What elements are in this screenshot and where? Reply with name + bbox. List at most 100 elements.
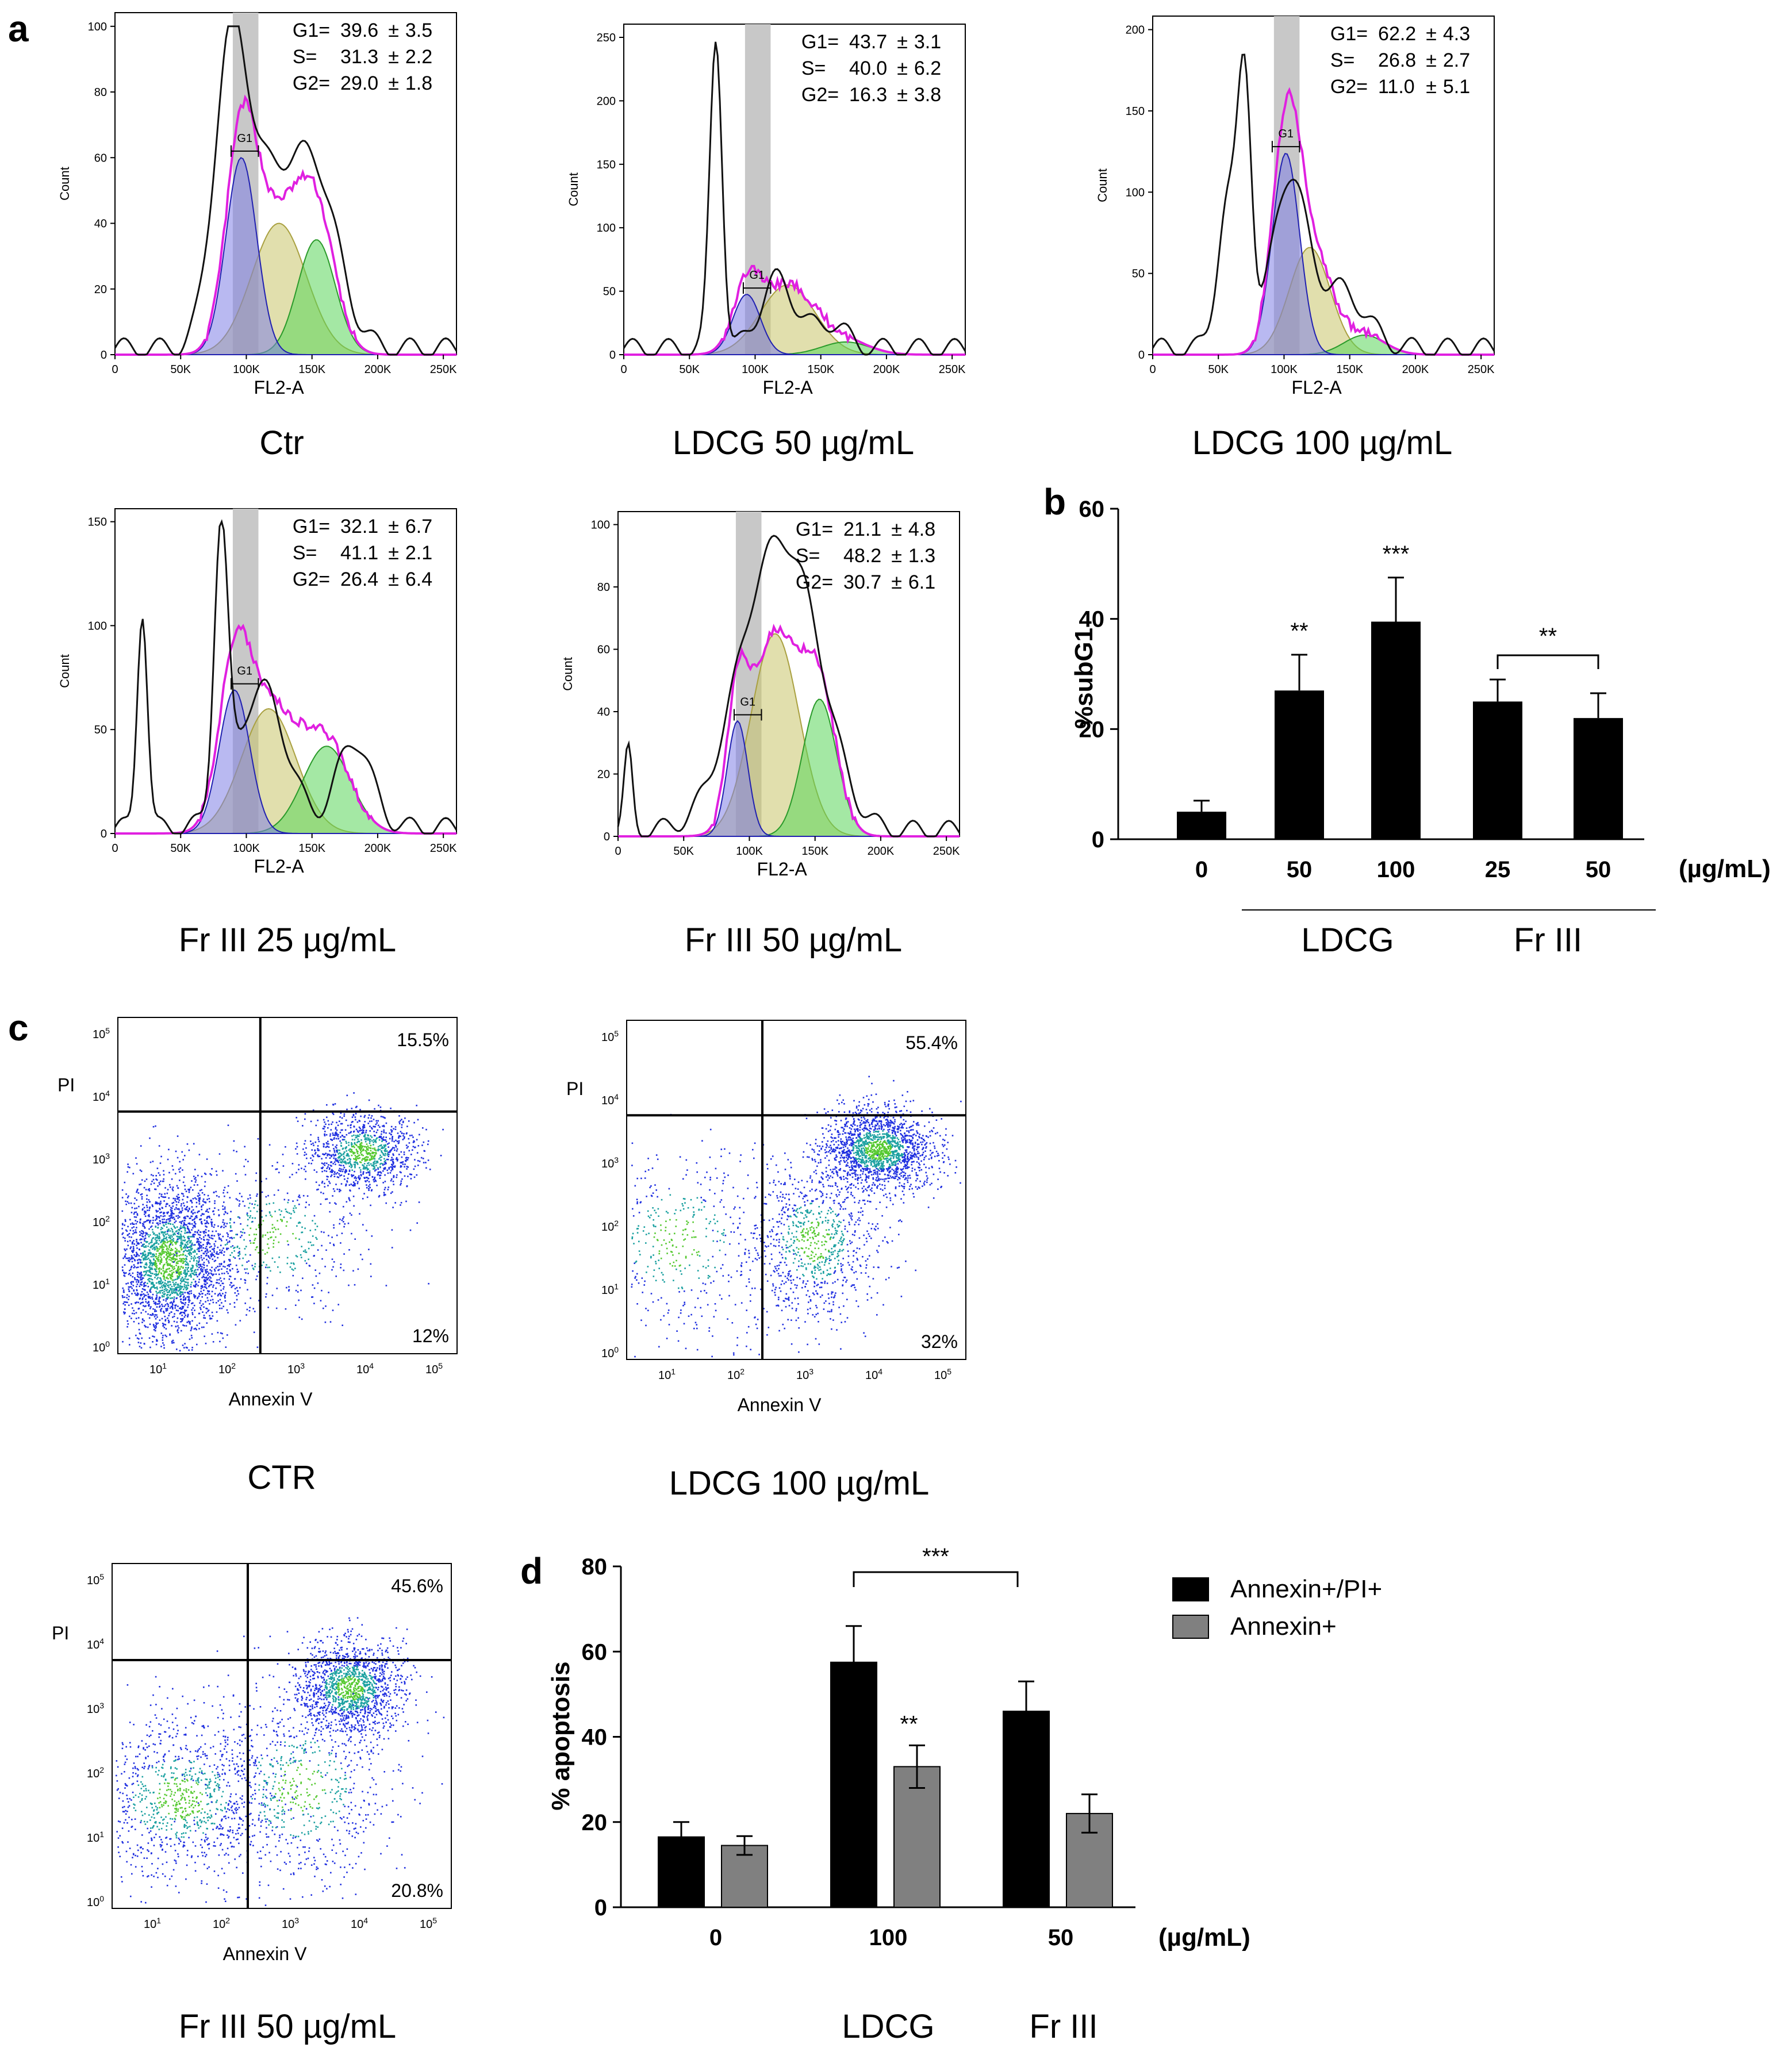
event-dot xyxy=(162,1249,163,1251)
event-dot xyxy=(157,1210,159,1212)
event-dot xyxy=(344,1161,346,1162)
event-dot xyxy=(194,1316,196,1318)
event-dot xyxy=(918,1157,919,1159)
event-dot xyxy=(360,1115,362,1117)
event-dot xyxy=(369,1172,371,1174)
event-dot xyxy=(185,1299,186,1300)
event-dot xyxy=(121,1233,123,1235)
event-dot xyxy=(142,1204,144,1205)
event-dot xyxy=(177,1198,179,1200)
event-dot xyxy=(182,1262,184,1264)
event-dot xyxy=(148,1297,151,1299)
event-dot xyxy=(139,1234,141,1236)
event-dot xyxy=(122,1291,125,1293)
event-dot xyxy=(194,1250,195,1251)
event-dot xyxy=(383,1193,385,1196)
event-dot xyxy=(136,1163,138,1165)
event-dot xyxy=(136,1301,138,1303)
event-dot xyxy=(827,1140,829,1142)
event-dot xyxy=(405,1159,406,1162)
phase-s-area xyxy=(618,633,960,837)
event-dot xyxy=(240,1231,242,1233)
event-dot xyxy=(205,1246,208,1248)
event-dot xyxy=(174,1258,176,1260)
event-dot xyxy=(171,1285,173,1288)
event-dot xyxy=(187,1315,189,1317)
event-dot xyxy=(912,1124,914,1127)
event-dot xyxy=(891,1164,893,1166)
event-dot xyxy=(178,1266,180,1267)
event-dot xyxy=(271,1165,274,1167)
event-dot xyxy=(224,1294,226,1296)
event-dot xyxy=(356,1130,359,1132)
event-dot xyxy=(178,1250,180,1252)
event-dot xyxy=(169,1270,171,1272)
event-dot xyxy=(333,1138,335,1140)
event-dot xyxy=(188,1301,190,1303)
event-dot xyxy=(873,1134,876,1136)
event-dot xyxy=(392,1167,394,1169)
event-dot xyxy=(190,1328,193,1330)
event-dot xyxy=(373,1181,375,1182)
event-dot xyxy=(251,1221,253,1223)
event-dot xyxy=(140,1303,141,1305)
event-dot xyxy=(124,1301,125,1303)
event-dot xyxy=(159,1174,161,1176)
event-dot xyxy=(156,1247,158,1249)
event-dot xyxy=(328,1235,329,1236)
event-dot xyxy=(407,1176,409,1177)
event-dot xyxy=(171,1217,174,1219)
event-dot xyxy=(174,1254,175,1256)
event-dot xyxy=(889,1163,891,1166)
event-dot xyxy=(363,1177,365,1178)
event-dot xyxy=(866,1142,868,1144)
event-dot xyxy=(152,1174,154,1177)
event-dot xyxy=(122,1257,124,1259)
event-dot xyxy=(186,1269,189,1270)
event-dot xyxy=(152,1313,154,1315)
event-dot xyxy=(370,1204,371,1207)
event-dot xyxy=(345,1170,347,1172)
event-dot xyxy=(128,1337,131,1339)
event-dot xyxy=(362,1258,363,1261)
event-dot xyxy=(168,1236,170,1239)
event-dot xyxy=(811,1148,814,1150)
event-dot xyxy=(324,1133,325,1135)
event-dot xyxy=(181,1260,182,1262)
event-dot xyxy=(159,1184,161,1185)
event-dot xyxy=(217,1332,219,1334)
event-dot xyxy=(171,1267,174,1269)
event-dot xyxy=(373,1141,374,1143)
event-dot xyxy=(327,1120,329,1122)
event-dot xyxy=(201,1223,203,1225)
event-dot xyxy=(143,1282,145,1284)
event-dot xyxy=(333,1171,336,1173)
event-dot xyxy=(888,1100,890,1102)
event-dot xyxy=(155,1322,157,1324)
event-dot xyxy=(163,1289,166,1290)
event-dot xyxy=(194,1197,196,1199)
event-dot xyxy=(156,1314,158,1316)
event-dot xyxy=(168,1322,170,1324)
event-dot xyxy=(129,1344,131,1346)
event-dot xyxy=(151,1239,153,1241)
event-dot xyxy=(394,1166,396,1168)
event-dot xyxy=(155,1298,157,1300)
event-dot xyxy=(184,1310,186,1312)
event-dot xyxy=(351,1148,353,1151)
event-dot xyxy=(862,1122,864,1124)
event-dot xyxy=(137,1192,140,1194)
event-dot xyxy=(221,1249,223,1251)
event-dot xyxy=(190,1253,192,1255)
event-dot xyxy=(321,1289,323,1292)
event-dot xyxy=(391,1140,393,1142)
event-dot xyxy=(363,1125,365,1127)
event-dot xyxy=(204,1235,206,1236)
event-dot xyxy=(124,1313,125,1315)
event-dot xyxy=(146,1198,148,1200)
event-dot xyxy=(211,1311,213,1313)
event-dot xyxy=(928,1158,930,1160)
event-dot xyxy=(381,1156,383,1158)
event-dot xyxy=(339,1152,340,1154)
event-dot xyxy=(251,1265,254,1266)
